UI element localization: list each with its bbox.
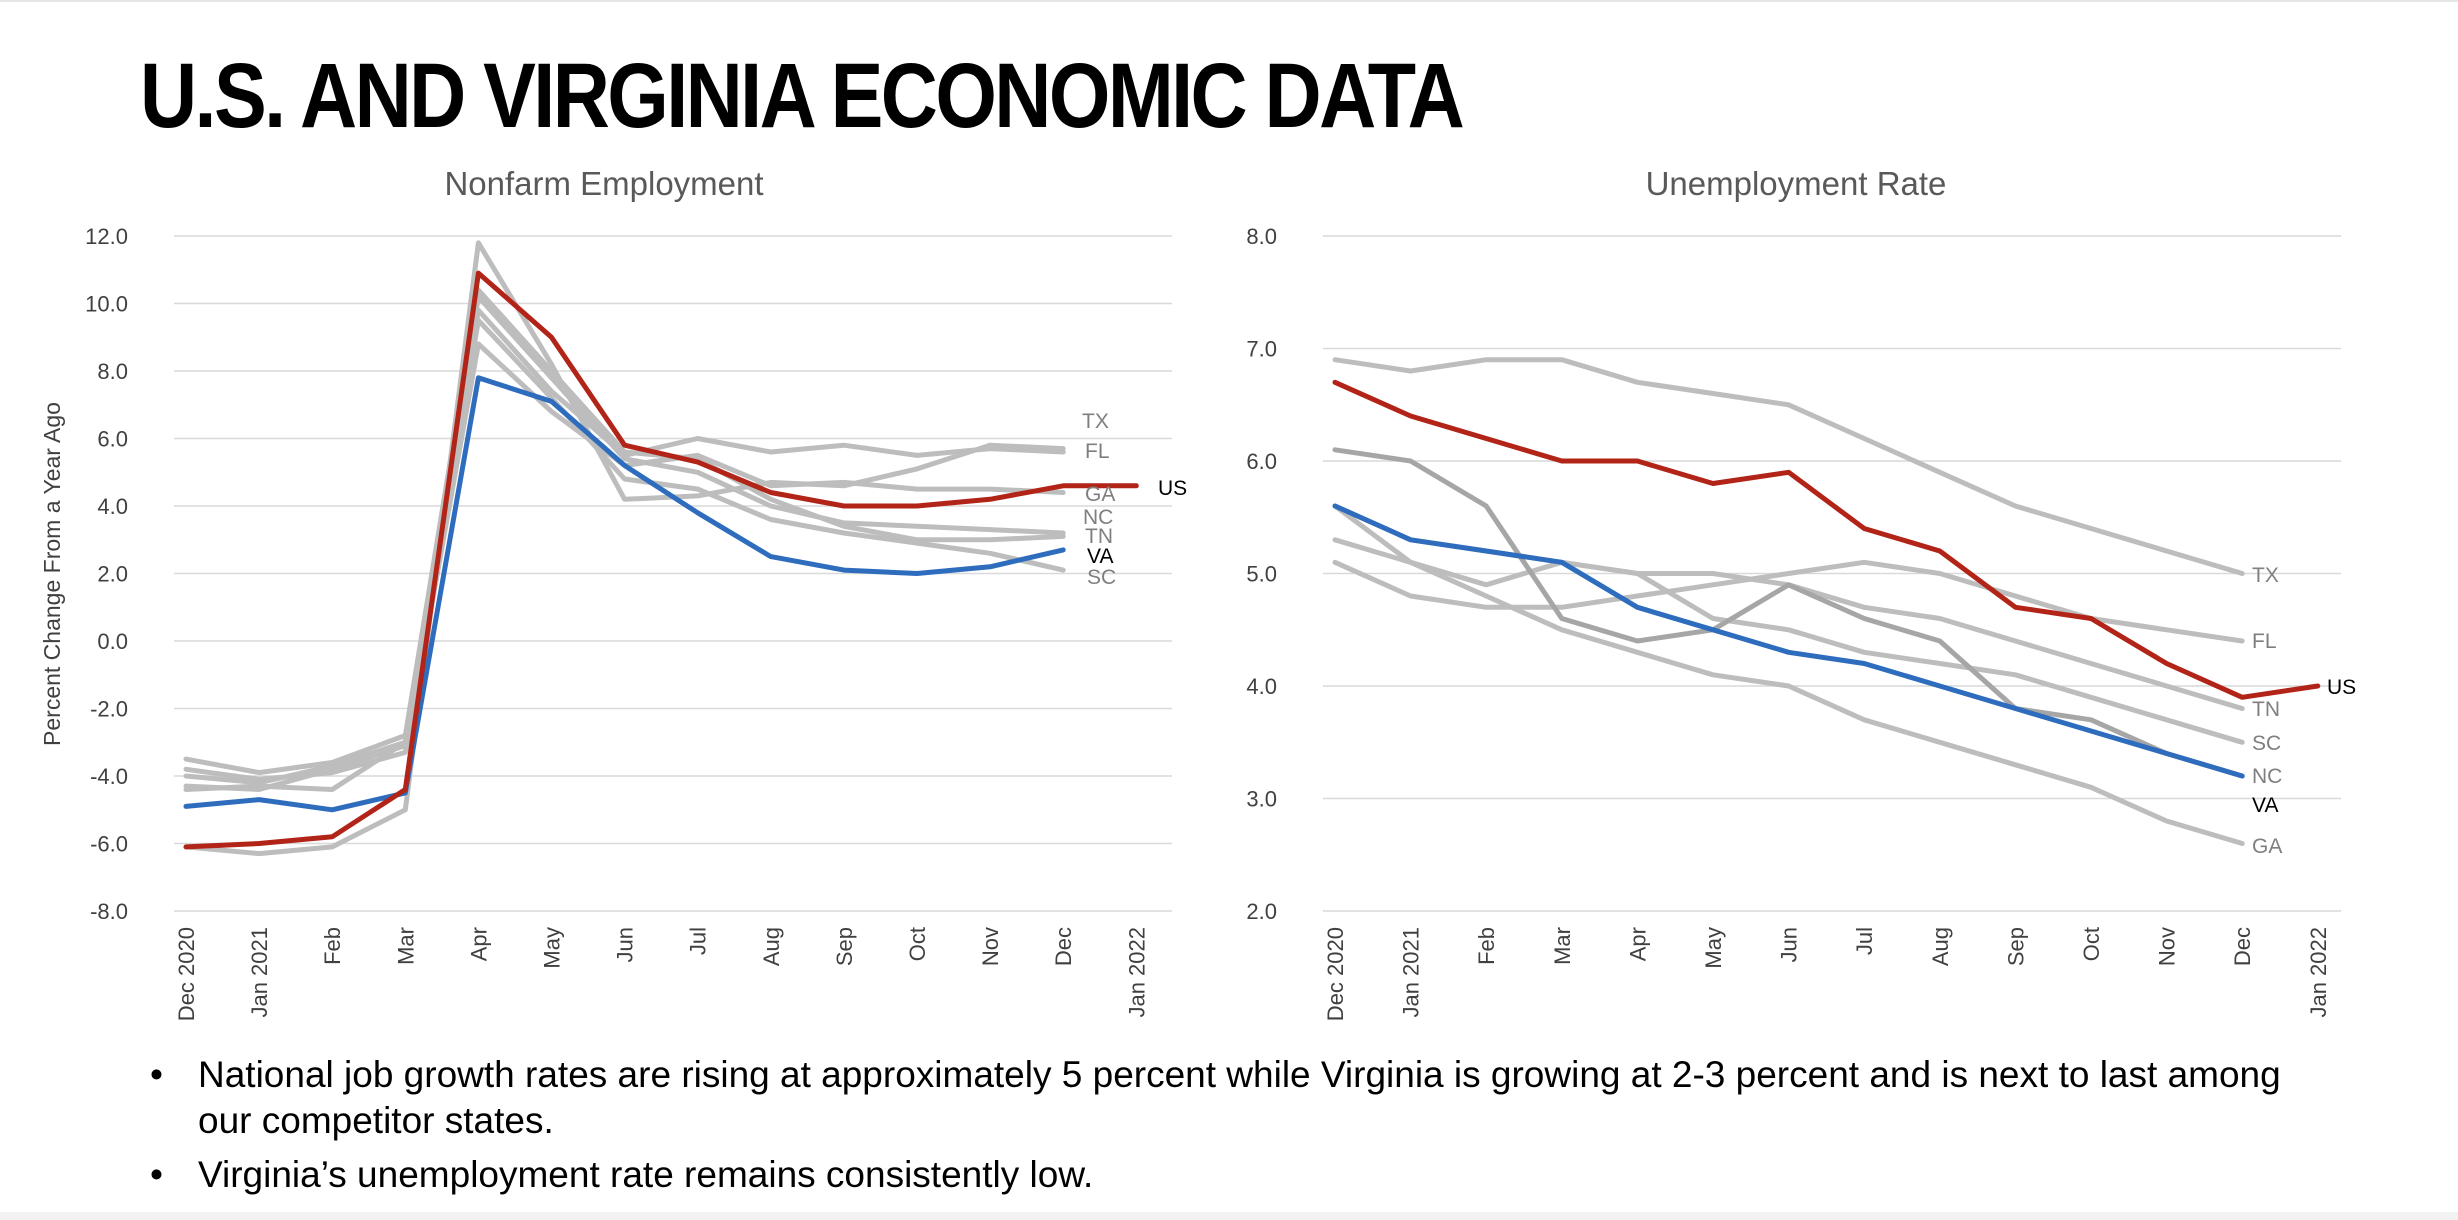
bullet-text: Virginia’s unemployment rate remains con… [198, 1154, 1094, 1195]
x-tick-label: Feb [1474, 927, 1499, 965]
x-tick-label: Dec 2020 [1323, 927, 1348, 1021]
y-tick-label: 5.0 [1246, 562, 1277, 587]
bullet-item: • National job growth rates are rising at… [140, 1052, 2340, 1144]
x-tick-label: Jan 2022 [1124, 927, 1149, 1018]
series-label-tx: TX [1082, 410, 1109, 433]
x-tick-label: Jul [1852, 927, 1877, 955]
x-tick-label: Oct [2079, 927, 2104, 961]
bullet-glyph: • [150, 1154, 163, 1195]
series-label-sc: SC [1087, 566, 1116, 589]
x-tick-label: Sep [2003, 927, 2028, 966]
bottom-rule [0, 1212, 2458, 1220]
y-tick-label: -8.0 [90, 899, 128, 924]
series-line-fl [183, 240, 1066, 857]
x-tick-label: Jun [1777, 927, 1802, 962]
bullet-glyph: • [150, 1054, 163, 1095]
y-tick-label: -2.0 [90, 697, 128, 722]
x-tick-label: Apr [1625, 927, 1650, 961]
bullet-list: • National job growth rates are rising at… [140, 1052, 2340, 1206]
y-tick-label: -6.0 [90, 832, 128, 857]
y-axis-label: Percent Change From a Year Ago [39, 402, 65, 746]
x-tick-label: Jan 2021 [247, 927, 272, 1018]
x-tick-label: Apr [466, 927, 491, 961]
series-label-us: US [1158, 477, 1187, 500]
y-tick-label: 4.0 [1246, 674, 1277, 699]
series-line-tx [1332, 357, 2245, 576]
x-tick-label: May [1701, 927, 1726, 969]
x-tick-label: Sep [832, 927, 857, 966]
y-tick-label: 3.0 [1246, 787, 1277, 812]
y-tick-label: 7.0 [1246, 337, 1277, 362]
series-label-ga: GA [1085, 483, 1115, 506]
series-label-fl: FL [2252, 630, 2277, 653]
series-label-nc: NC [2252, 765, 2282, 788]
y-tick-label: 8.0 [1246, 224, 1277, 249]
y-tick-label: 2.0 [97, 562, 128, 587]
y-tick-label: 6.0 [97, 427, 128, 452]
series-line-us [1332, 379, 2321, 700]
series-label-sc: SC [2252, 732, 2281, 755]
charts-canvas: Nonfarm Employment Percent Change From a … [39, 165, 2356, 1021]
y-tick-label: 8.0 [97, 359, 128, 384]
series-line-sc [183, 317, 1066, 792]
y-tick-label: 4.0 [97, 494, 128, 519]
series-line-sc [1332, 537, 2245, 745]
series-label-nc: NC [1083, 506, 1113, 529]
series-line-ga [183, 341, 1066, 782]
y-tick-label: -4.0 [90, 764, 128, 789]
bullet-text: National job growth rates are rising at … [198, 1054, 2281, 1141]
slide-title: U.S. AND VIRGINIA ECONOMIC DATA [140, 45, 1465, 147]
series-label-us: US [2327, 676, 2356, 699]
series-label-tx: TX [2252, 564, 2279, 587]
x-tick-label: Dec [1051, 927, 1076, 966]
series-line-tx [183, 307, 1066, 792]
x-tick-label: May [540, 927, 565, 969]
series-line-nc [183, 294, 1066, 786]
x-tick-label: Nov [978, 927, 1003, 966]
x-tick-label: Jan 2021 [1399, 927, 1424, 1018]
series-label-va: VA [2252, 794, 2278, 817]
series-line-nc [1332, 447, 2245, 779]
y-tick-label: 12.0 [85, 224, 128, 249]
x-tick-label: Mar [1550, 927, 1575, 965]
series-line-ga [1332, 503, 2245, 846]
y-tick-label: 2.0 [1246, 899, 1277, 924]
series-line-va [183, 375, 1066, 813]
series-line-va [1332, 503, 2245, 779]
x-tick-label: Dec [2230, 927, 2255, 966]
series-label-tn: TN [2252, 698, 2280, 721]
x-tick-label: Oct [905, 927, 930, 961]
y-tick-label: 10.0 [85, 292, 128, 317]
series-label-fl: FL [1085, 440, 1110, 463]
series-label-tn: TN [1085, 525, 1113, 548]
x-tick-label: Feb [320, 927, 345, 965]
series-label-ga: GA [2252, 835, 2282, 858]
x-tick-label: Aug [1928, 927, 1953, 966]
top-rule [0, 0, 2458, 2]
series-line-tn [183, 287, 1066, 776]
x-tick-label: Nov [2155, 927, 2180, 966]
y-tick-label: 6.0 [1246, 449, 1277, 474]
series-line-us [183, 270, 1139, 850]
y-tick-label: 0.0 [97, 629, 128, 654]
chart-title: Nonfarm Employment [444, 165, 763, 202]
x-tick-label: Mar [393, 927, 418, 965]
x-tick-label: Jan 2022 [2306, 927, 2331, 1018]
x-tick-label: Jun [613, 927, 638, 962]
x-tick-label: Jul [686, 927, 711, 955]
chart-title: Unemployment Rate [1646, 165, 1947, 202]
bullet-item: • Virginia’s unemployment rate remains co… [140, 1152, 2340, 1198]
series-label-va: VA [1087, 545, 1113, 568]
x-tick-label: Aug [759, 927, 784, 966]
x-tick-label: Dec 2020 [174, 927, 199, 1021]
